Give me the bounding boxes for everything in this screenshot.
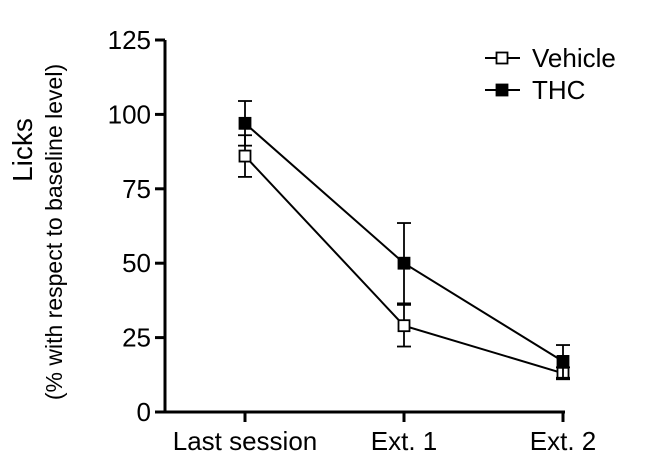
x-tick-label-1: Ext. 1: [371, 426, 437, 454]
point-vehicle-1: [397, 319, 411, 333]
x-tick-label-2: Ext. 2: [530, 426, 596, 454]
y-axis-label: Licks: [7, 118, 38, 182]
y-tick-label-100: 100: [108, 99, 151, 129]
y-axis: 0 25 50 75 100 125: [108, 25, 167, 427]
y-tick-label-50: 50: [122, 248, 151, 278]
legend-marker-thc: [495, 83, 509, 97]
x-axis: Last session Ext. 1 Ext. 2: [163, 410, 596, 454]
y-tick-label-25: 25: [122, 323, 151, 353]
y-tick-label-0: 0: [137, 397, 151, 427]
y-tick-label-125: 125: [108, 25, 151, 55]
point-thc-0: [238, 116, 252, 130]
point-thc-1: [397, 256, 411, 270]
series-thc: [238, 100, 570, 379]
point-vehicle-0: [238, 149, 252, 163]
y-tick-label-75: 75: [122, 174, 151, 204]
legend-label-thc: THC: [532, 75, 585, 105]
series-layer: [238, 100, 570, 381]
y-axis-sublabel: (% with respect to baseline level): [41, 64, 67, 400]
legend-marker-vehicle: [495, 51, 509, 65]
point-thc-2: [556, 355, 570, 368]
x-tick-label-0: Last session: [173, 426, 318, 454]
legend-label-vehicle: Vehicle: [532, 43, 616, 73]
